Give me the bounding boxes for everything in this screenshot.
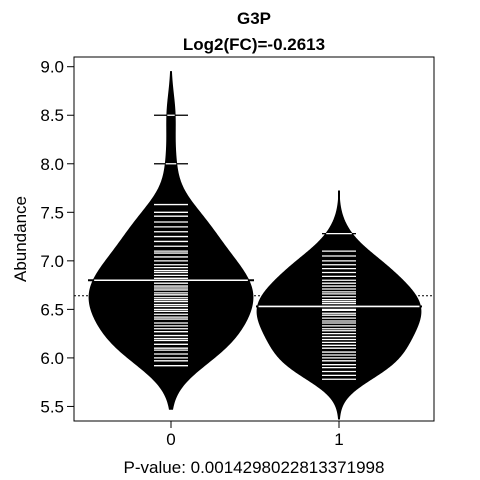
- y-axis-label: Abundance: [11, 196, 30, 282]
- x-axis-label: P-value: 0.00142980228133719​98: [124, 458, 385, 477]
- x-tick-label: 0: [166, 430, 175, 449]
- y-tick-label: 7.5: [40, 203, 64, 222]
- y-tick-label: 8.5: [40, 106, 64, 125]
- y-tick-label: 9.0: [40, 58, 64, 77]
- beans-layer: [74, 71, 434, 420]
- x-tick-label: 1: [334, 430, 343, 449]
- y-tick-label: 6.0: [40, 349, 64, 368]
- y-tick-label: 7.0: [40, 252, 64, 271]
- chart-title: G3P: [237, 9, 271, 28]
- y-tick-label: 6.5: [40, 300, 64, 319]
- plot-frame: [73, 56, 435, 422]
- bean-0: [88, 71, 254, 410]
- y-axis: 5.5 6.0 6.5 7.0 7.5 8.0 8.5 9.0: [40, 58, 74, 416]
- chart-subtitle: Log2(FC)=-0.2613: [183, 35, 325, 54]
- bean-1: [256, 190, 422, 420]
- y-tick-label: 8.0: [40, 155, 64, 174]
- y-tick-label: 5.5: [40, 397, 64, 416]
